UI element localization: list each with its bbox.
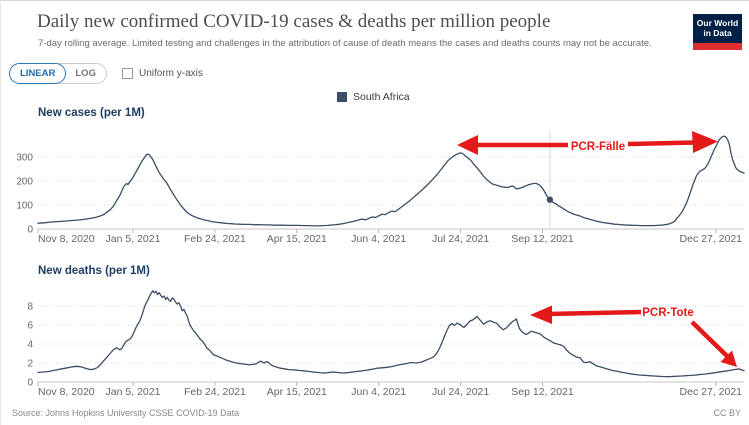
y-tick-label: 0 [27,225,33,236]
x-tick-label: Dec 27, 2021 [680,233,743,245]
arrow-left-icon [530,305,552,324]
logo-line1: Our World [696,18,739,28]
chart-controls: LINEAR LOG Uniform y-axis [9,63,203,84]
x-tick-label: Jan 5, 2021 [106,386,161,398]
arrow-shaft [690,320,729,358]
source-note: Source: Johns Hopkins University CSSE CO… [12,408,240,418]
license-link[interactable]: CC BY [713,408,741,418]
hover-marker-dot [546,196,554,203]
arrow-shaft [546,309,642,317]
page-title: Daily new confirmed COVID-19 cases & dea… [37,11,551,32]
owid-logo[interactable]: Our World in Data [693,14,742,50]
x-tick-label: Jul 24, 2021 [432,386,489,398]
logo-line2: in Data [703,28,732,38]
cases-annotation-label: PCR-Fälle [571,141,625,153]
series-line-south-africa [37,290,745,378]
cases-annotation: PCR-Fälle [457,131,718,155]
page-subtitle: 7-day rolling average. Limited testing a… [38,38,652,49]
y-tick-label: 6 [27,321,33,332]
log-button[interactable]: LOG [75,68,96,79]
series-line-south-africa [37,135,745,227]
x-tick-label: Feb 24, 2021 [184,386,246,398]
y-tick-label: 4 [27,340,33,351]
uniform-y-axis-checkbox[interactable] [121,68,133,79]
arrow-left-icon [457,135,478,155]
arrow-right-icon [692,131,718,153]
logo-stripe [693,43,742,50]
uniform-y-axis-label[interactable]: Uniform y-axis [138,68,203,79]
new-deaths-chart[interactable]: 0 2 4 6 8 Nov 8, 2020 Jan 5, 2021 Feb 24, 2021 A… [27,290,745,398]
y-tick-label: 0 [27,378,33,389]
x-tick-label: Apr 15, 2021 [267,233,327,245]
x-tick-label: Dec 27, 2021 [680,386,743,398]
arrow-down-right-icon [720,350,737,367]
deaths-chart-title: New deaths (per 1M) [38,265,150,277]
x-tick-label: Nov 8, 2020 [38,386,95,398]
y-tick-label: 300 [16,153,33,164]
new-cases-chart[interactable]: 0 100 200 300 Nov 8, 2020 Jan 5, 2021 Feb 24, … [16,130,745,245]
y-tick-label: 200 [16,177,33,188]
uniform-y-axis-control: Uniform y-axis [121,68,203,79]
x-tick-label: Apr 15, 2021 [267,386,327,398]
x-tick-label: Nov 8, 2020 [38,233,95,245]
legend-item-south-africa[interactable]: South Africa [337,91,410,103]
deaths-annotation: PCR-Tote [530,305,737,367]
y-tick-label: 8 [27,302,33,313]
x-tick-label: Sep 12, 2021 [511,386,574,398]
y-tick-label: 2 [27,359,33,370]
arrow-shaft [627,140,696,147]
legend-swatch-icon [337,92,347,102]
y-tick-label: 100 [16,201,33,212]
x-tick-label: Jan 5, 2021 [106,233,161,245]
deaths-annotation-label: PCR-Tote [642,307,694,319]
linear-button[interactable]: LINEAR [9,63,67,84]
x-tick-label: Feb 24, 2021 [184,233,246,245]
x-tick-label: Sep 12, 2021 [511,233,574,245]
cases-chart-title: New cases (per 1M) [38,107,145,119]
x-tick-label: Jun 4, 2021 [351,386,406,398]
x-tick-label: Jul 24, 2021 [432,233,489,245]
legend-label: South Africa [353,91,410,103]
x-tick-label: Jun 4, 2021 [351,233,406,245]
scale-toggle: LINEAR LOG [9,63,107,84]
